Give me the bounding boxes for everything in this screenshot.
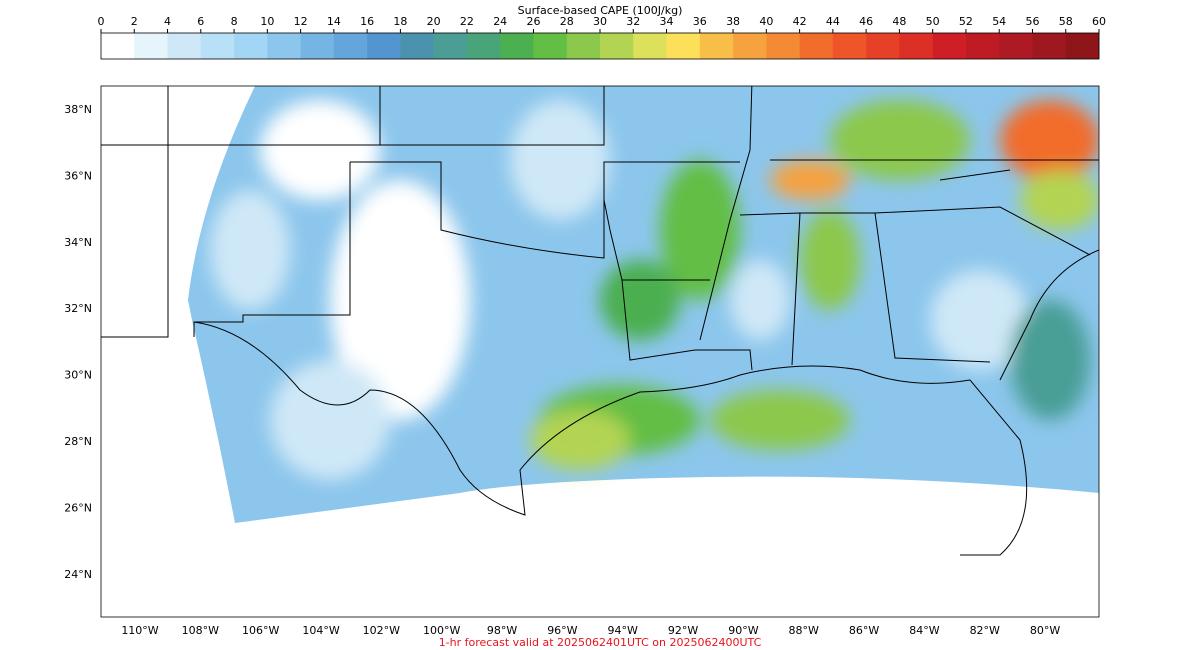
colorbar-tick-label: 44 <box>826 15 840 28</box>
lon-label: 84°W <box>909 624 939 637</box>
colorbar-tick-label: 34 <box>660 15 674 28</box>
colorbar-tick-label: 36 <box>693 15 707 28</box>
colorbar-swatch <box>267 33 301 59</box>
colorbar-tick-label: 26 <box>526 15 540 28</box>
colorbar-swatch <box>799 33 834 59</box>
cape-field <box>101 86 1099 556</box>
colorbar-swatch <box>500 33 534 59</box>
lat-label: 34°N <box>64 236 92 249</box>
colorbar-tick-label: 0 <box>98 15 105 28</box>
colorbar-swatch <box>965 33 1000 59</box>
colorbar-swatch <box>300 33 335 59</box>
forecast-note: 1-hr forecast valid at 2025062401UTC on … <box>439 636 762 649</box>
colorbar-tick-label: 12 <box>294 15 308 28</box>
lon-labels: 110°W 108°W 106°W 104°W 102°W 100°W 98°W 96°W 94… <box>121 624 1060 637</box>
colorbar-tick-label: 6 <box>197 15 204 28</box>
colorbar-swatch <box>600 33 634 59</box>
colorbar-tick-label: 30 <box>593 15 607 28</box>
lat-label: 32°N <box>64 302 92 315</box>
colorbar-swatch <box>1032 33 1067 59</box>
colorbar-swatch <box>666 33 701 59</box>
lon-label: 94°W <box>608 624 638 637</box>
colorbar-tick-label: 14 <box>327 15 341 28</box>
colorbar-tick-label: 46 <box>859 15 873 28</box>
colorbar: 0 2 4 6 8 10 12 14 16 18 20 22 24 26 28 30 32 34 36 38 40 42 4… <box>98 15 1106 60</box>
lat-label: 26°N <box>64 501 92 514</box>
colorbar-title: Surface-based CAPE (100J/kg) <box>518 4 683 17</box>
colorbar-tick-label: 42 <box>793 15 807 28</box>
lon-label: 82°W <box>970 624 1000 637</box>
colorbar-swatch <box>866 33 900 59</box>
colorbar-tick-label: 22 <box>460 15 474 28</box>
colorbar-swatch <box>433 33 468 59</box>
lon-label: 96°W <box>547 624 577 637</box>
colorbar-tick-label: 48 <box>892 15 906 28</box>
lat-label: 24°N <box>64 568 92 581</box>
colorbar-tick-label: 52 <box>959 15 973 28</box>
colorbar-swatch <box>167 33 202 59</box>
colorbar-swatch <box>932 33 967 59</box>
colorbar-swatch <box>766 33 800 59</box>
colorbar-swatch <box>699 33 734 59</box>
colorbar-tick-label: 8 <box>231 15 238 28</box>
map-frame <box>100 85 1100 618</box>
colorbar-swatch <box>200 33 235 59</box>
colorbar-swatch <box>400 33 434 59</box>
colorbar-tick-label: 38 <box>726 15 740 28</box>
lon-label: 88°W <box>789 624 819 637</box>
lon-label: 110°W <box>121 624 158 637</box>
colorbar-tick-label: 10 <box>260 15 274 28</box>
colorbar-swatch <box>566 33 601 59</box>
lat-label: 28°N <box>64 435 92 448</box>
colorbar-swatch <box>234 33 268 59</box>
lon-label: 80°W <box>1030 624 1060 637</box>
colorbar-swatch <box>333 33 368 59</box>
colorbar-tick-label: 16 <box>360 15 374 28</box>
colorbar-swatch <box>101 33 135 59</box>
lon-label: 104°W <box>302 624 339 637</box>
colorbar-tick-label: 32 <box>626 15 640 28</box>
lat-label: 36°N <box>64 169 92 182</box>
lat-labels: 38°N 36°N 34°N 32°N 30°N 28°N 26°N 24°N <box>64 103 92 581</box>
colorbar-swatch <box>367 33 401 59</box>
colorbar-tick-label: 58 <box>1059 15 1073 28</box>
colorbar-tick-label: 54 <box>992 15 1006 28</box>
colorbar-tick-label: 18 <box>393 15 407 28</box>
lon-label: 90°W <box>728 624 758 637</box>
colorbar-swatch <box>533 33 568 59</box>
lon-label: 98°W <box>487 624 517 637</box>
colorbar-tick-label: 28 <box>560 15 574 28</box>
lat-label: 30°N <box>64 369 92 382</box>
colorbar-tick-label: 60 <box>1092 15 1106 28</box>
colorbar-swatch <box>832 33 867 59</box>
colorbar-swatch <box>466 33 501 59</box>
colorbar-tick-label: 20 <box>427 15 441 28</box>
colorbar-swatch <box>999 33 1033 59</box>
colorbar-swatch <box>134 33 168 59</box>
colorbar-swatch <box>733 33 767 59</box>
lat-label: 38°N <box>64 103 92 116</box>
lon-label: 100°W <box>423 624 460 637</box>
colorbar-tick-label: 24 <box>493 15 507 28</box>
colorbar-tick-label: 50 <box>926 15 940 28</box>
lon-label: 106°W <box>242 624 279 637</box>
colorbar-swatch <box>899 33 933 59</box>
colorbar-swatch <box>1065 33 1100 59</box>
lon-label: 102°W <box>363 624 400 637</box>
colorbar-swatch <box>633 33 667 59</box>
colorbar-tick-label: 4 <box>164 15 171 28</box>
colorbar-tick-label: 2 <box>131 15 138 28</box>
colorbar-tick-label: 40 <box>759 15 773 28</box>
lon-label: 92°W <box>668 624 698 637</box>
lon-label: 86°W <box>849 624 879 637</box>
colorbar-tick-label: 56 <box>1025 15 1039 28</box>
lon-label: 108°W <box>182 624 219 637</box>
